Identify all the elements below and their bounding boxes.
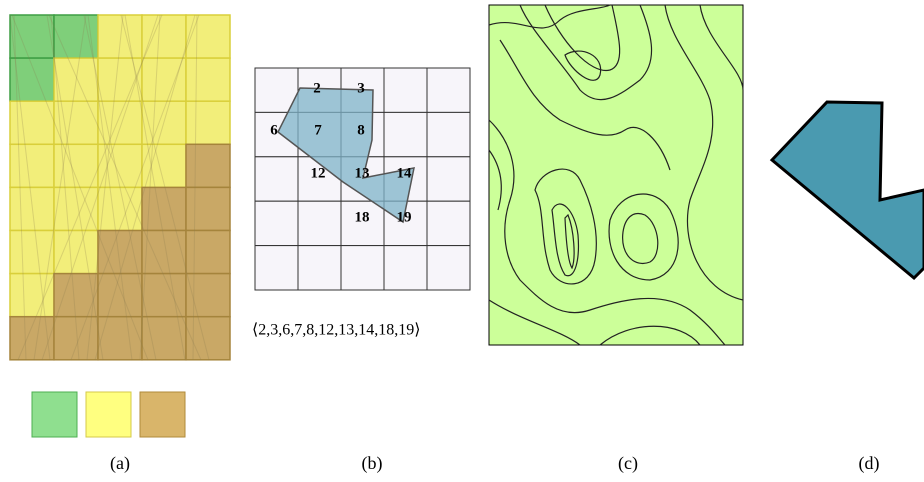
grid-cell <box>384 68 427 112</box>
map-cell <box>98 274 142 317</box>
grid-cell <box>341 246 384 290</box>
cell-id: 2 <box>313 80 321 96</box>
cell-id: 3 <box>357 80 365 96</box>
cell-id: 12 <box>311 165 326 181</box>
cell-id: 6 <box>270 122 278 138</box>
map-grid <box>10 15 230 360</box>
grid-cell <box>298 201 341 245</box>
grid-cell <box>427 201 470 245</box>
figure: 2 3 6 7 8 12 13 14 18 19 ⟨2,3,6,7,8,12,1… <box>0 0 924 482</box>
caption: (b) <box>362 453 383 474</box>
cell-id: 7 <box>314 122 322 138</box>
grid-cell <box>427 157 470 201</box>
caption: (a) <box>110 453 130 474</box>
grid-cell <box>255 246 298 290</box>
map-cell <box>142 58 186 101</box>
legend-green <box>32 392 77 437</box>
legend-brown <box>140 392 185 437</box>
grid-cell <box>255 157 298 201</box>
map-cell <box>142 15 186 58</box>
contour-map <box>489 5 743 345</box>
grid-cell <box>427 112 470 156</box>
cell-id: 13 <box>355 165 370 181</box>
caption: (c) <box>618 453 638 474</box>
grid-cell <box>298 246 341 290</box>
map-cell <box>98 15 142 58</box>
map-cell <box>10 274 54 317</box>
map-cell <box>10 101 54 144</box>
map-cell <box>54 231 98 274</box>
grid-cell <box>255 201 298 245</box>
grid-cell <box>384 112 427 156</box>
cell-id: 8 <box>357 122 365 138</box>
map-cell <box>98 144 142 187</box>
cell-id: 19 <box>397 209 412 225</box>
map-cell <box>98 101 142 144</box>
sequence: ⟨2,3,6,7,8,12,13,14,18,19⟩ <box>252 322 420 339</box>
grid-cell <box>384 246 427 290</box>
map-cell <box>54 274 98 317</box>
map-cell <box>186 101 230 144</box>
map-cell <box>186 15 230 58</box>
cell-id: 18 <box>355 209 370 225</box>
legend-yellow <box>86 392 131 437</box>
grid-cell <box>427 246 470 290</box>
map-cell <box>186 58 230 101</box>
map-cell <box>186 144 230 187</box>
grid-cell <box>427 68 470 112</box>
map-cell <box>10 15 54 58</box>
cell-id: 14 <box>397 165 413 181</box>
map-cell <box>186 187 230 230</box>
map-cell <box>10 144 54 187</box>
polygon-shape <box>772 102 924 278</box>
caption: (d) <box>859 453 880 474</box>
map-cell <box>10 231 54 274</box>
map-cell <box>186 231 230 274</box>
map-cell <box>98 317 142 360</box>
